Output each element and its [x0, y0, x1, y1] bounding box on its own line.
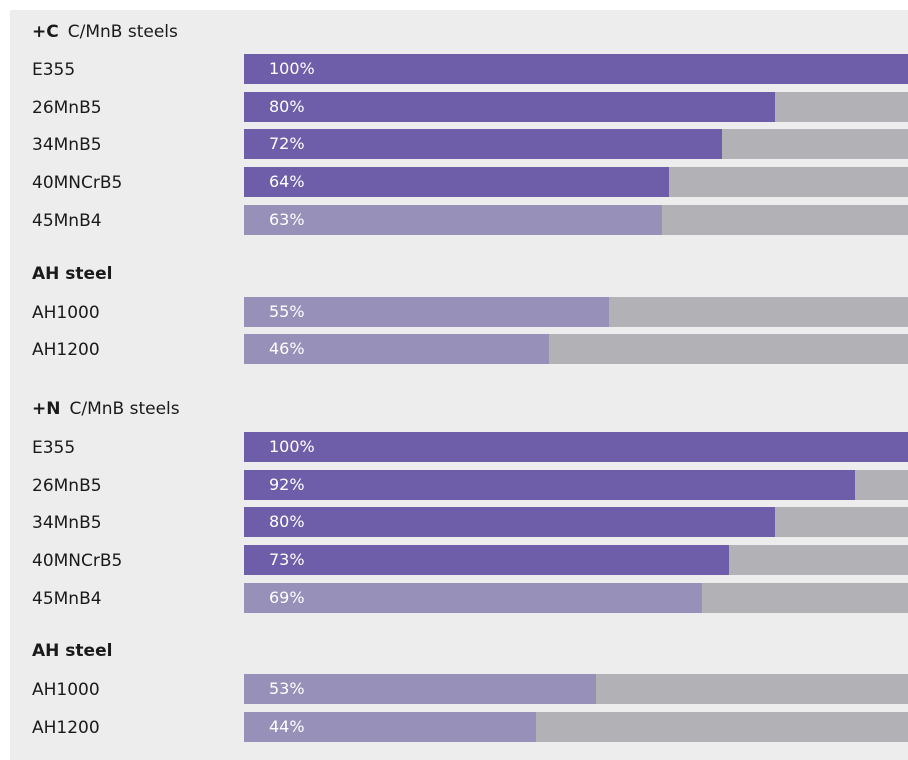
bar-track: 100%: [244, 54, 908, 84]
bar-track: 92%: [244, 470, 908, 500]
bar-track: 44%: [244, 712, 908, 742]
bar-fill: [244, 92, 776, 122]
bar-fill: [244, 432, 908, 462]
bar-fill: [244, 674, 596, 704]
bar-value-label: 73%: [269, 550, 305, 569]
group-title: C/MnB steels: [67, 22, 178, 42]
bar-value-label: 69%: [269, 588, 305, 607]
bar-track: 73%: [244, 545, 908, 575]
chart-panel: +C C/MnB steels E355 100% 26MnB5 80% 34Mn…: [10, 10, 908, 760]
bar-value-label: 53%: [269, 679, 305, 698]
bar-fill: [244, 334, 550, 364]
group-title: C/MnB steels: [69, 399, 180, 419]
group-title: AH steel: [32, 264, 113, 284]
bar-fill: [244, 129, 723, 159]
bar-track: 53%: [244, 674, 908, 704]
bar-fill: [244, 507, 776, 537]
bar-label: 45MnB4: [32, 589, 102, 609]
bar-track: 69%: [244, 583, 908, 613]
bar-value-label: 80%: [269, 97, 305, 116]
bar-value-label: 80%: [269, 512, 305, 531]
bar-value-label: 55%: [269, 302, 305, 321]
bar-fill: [244, 54, 908, 84]
bar-fill: [244, 545, 729, 575]
bar-value-label: 46%: [269, 339, 305, 358]
bar-label: AH1200: [32, 340, 100, 360]
group-heading: +N C/MnB steels: [32, 395, 180, 423]
bar-fill: [244, 167, 669, 197]
bar-label: E355: [32, 60, 76, 80]
bar-track: 100%: [244, 432, 908, 462]
bar-track: 80%: [244, 507, 908, 537]
bar-value-label: 100%: [269, 437, 315, 456]
bar-label: 34MnB5: [32, 135, 102, 155]
bar-label: E355: [32, 438, 76, 458]
group-heading: AH steel: [32, 637, 112, 665]
bar-label: 40MNCrB5: [32, 551, 123, 571]
bar-track: 80%: [244, 92, 908, 122]
group-heading: +C C/MnB steels: [32, 18, 178, 46]
bar-value-label: 100%: [269, 59, 315, 78]
group-heading: AH steel: [32, 260, 112, 288]
bar-fill: [244, 205, 663, 235]
bar-label: 45MnB4: [32, 211, 102, 231]
bar-track: 46%: [244, 334, 908, 364]
bar-label: 34MnB5: [32, 513, 102, 533]
bar-track: 55%: [244, 297, 908, 327]
bar-label: 26MnB5: [32, 476, 102, 496]
bar-label: AH1200: [32, 718, 100, 738]
bar-fill: [244, 297, 610, 327]
bar-track: 72%: [244, 129, 908, 159]
bar-value-label: 64%: [269, 172, 305, 191]
bar-value-label: 44%: [269, 717, 305, 736]
bar-label: AH1000: [32, 303, 100, 323]
bar-label: 26MnB5: [32, 98, 102, 118]
group-prefix: +N: [32, 399, 61, 419]
bar-label: 40MNCrB5: [32, 173, 123, 193]
group-title: AH steel: [32, 641, 113, 661]
bar-fill: [244, 712, 537, 742]
bar-track: 64%: [244, 167, 908, 197]
bar-track: 63%: [244, 205, 908, 235]
bar-value-label: 92%: [269, 475, 305, 494]
bar-fill: [244, 583, 703, 613]
group-prefix: +C: [32, 22, 59, 42]
bar-label: AH1000: [32, 680, 100, 700]
bar-value-label: 63%: [269, 210, 305, 229]
bar-fill: [244, 470, 855, 500]
bar-value-label: 72%: [269, 134, 305, 153]
